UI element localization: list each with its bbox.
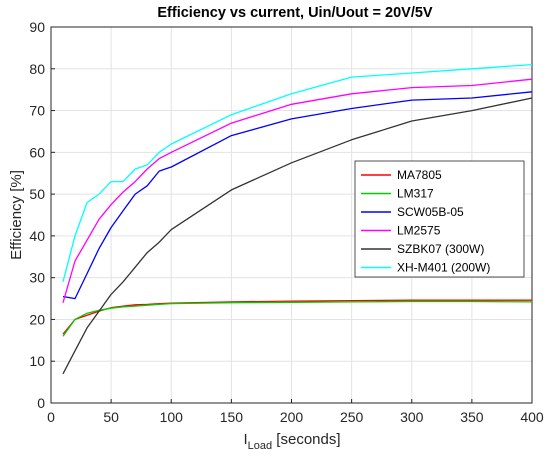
legend-label-lm2575: LM2575 bbox=[397, 224, 441, 238]
x-tick-label: 0 bbox=[47, 409, 55, 425]
series-line-xh-m401-200w bbox=[62, 63, 533, 282]
legend-label-xh-m401-200w: XH-M401 (200W) bbox=[397, 261, 490, 275]
y-tick-label: 20 bbox=[29, 311, 45, 327]
series-line-lm2575 bbox=[62, 78, 533, 303]
x-axis-label-main: I bbox=[243, 431, 247, 448]
legend: MA7805 LM317 SCW05B-05 LM2575 SZBK07 (300W) X… bbox=[354, 160, 525, 278]
y-tick-label: 50 bbox=[29, 186, 45, 202]
y-tick-label: 70 bbox=[29, 103, 45, 119]
x-axis-label: ILoad [seconds] bbox=[243, 431, 340, 452]
x-tick-label: 400 bbox=[520, 409, 544, 425]
series-lines bbox=[62, 63, 533, 375]
x-tick-label: 350 bbox=[460, 409, 484, 425]
series-line-szbk07-300w bbox=[62, 97, 533, 375]
x-tick-label: 150 bbox=[220, 409, 244, 425]
axis-ticks: 0 50 100 150 200 250 300 350 400 0 10 20 30 40 50 60 70 8… bbox=[29, 19, 543, 425]
x-tick-label: 200 bbox=[280, 409, 304, 425]
x-tick-label: 250 bbox=[340, 409, 364, 425]
y-tick-label: 10 bbox=[29, 353, 45, 369]
y-axis-label: Efficiency [%] bbox=[8, 170, 25, 260]
legend-label-ma7805: MA7805 bbox=[397, 168, 442, 182]
chart-title: Efficiency vs current, Uin/Uout = 20V/5V bbox=[157, 5, 433, 21]
x-axis-label-unit: [seconds] bbox=[272, 431, 340, 448]
x-tick-label: 300 bbox=[400, 409, 424, 425]
x-axis-label-subscript: Load bbox=[248, 440, 272, 452]
y-tick-label: 0 bbox=[37, 395, 45, 411]
legend-label-lm317: LM317 bbox=[397, 187, 434, 201]
y-tick-label: 60 bbox=[29, 144, 45, 160]
legend-label-szbk07-300w: SZBK07 (300W) bbox=[397, 242, 484, 256]
y-tick-label: 30 bbox=[29, 270, 45, 286]
y-tick-label: 90 bbox=[29, 19, 45, 35]
y-tick-label: 80 bbox=[29, 61, 45, 77]
series-line-lm317 bbox=[62, 300, 533, 337]
legend-label-scw05b-05: SCW05B-05 bbox=[397, 205, 464, 219]
series-line-ma7805 bbox=[62, 299, 532, 335]
legend-box bbox=[354, 160, 525, 278]
y-tick-label: 40 bbox=[29, 228, 45, 244]
x-tick-label: 100 bbox=[160, 409, 184, 425]
x-tick-label: 50 bbox=[103, 409, 119, 425]
series-line-scw05b-05 bbox=[62, 91, 533, 300]
